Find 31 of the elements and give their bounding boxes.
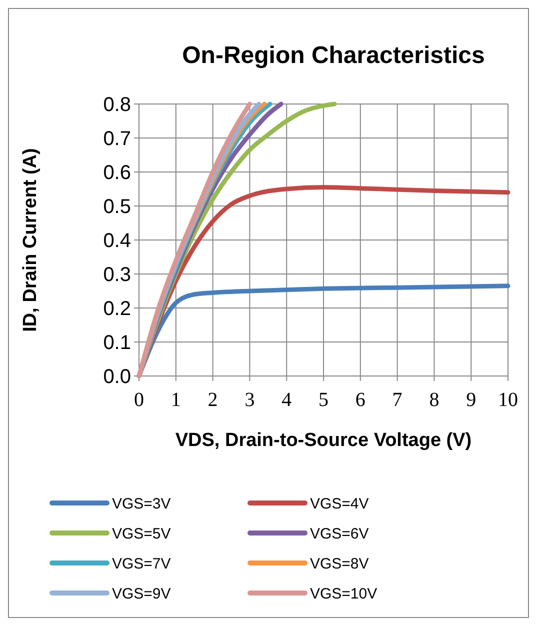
x-tick-label: 9 bbox=[466, 389, 476, 411]
x-tick-label: 8 bbox=[429, 389, 440, 411]
chart-title: On-Region Characteristics bbox=[182, 42, 485, 69]
y-tick-label: 0.5 bbox=[103, 196, 131, 218]
legend-label: VGS=8V bbox=[310, 555, 369, 572]
y-tick-label: 0.0 bbox=[103, 366, 131, 388]
x-tick-label: 5 bbox=[318, 389, 328, 411]
legend-label: VGS=9V bbox=[112, 585, 171, 602]
y-axis-title: ID, Drain Current (A) bbox=[20, 148, 41, 332]
y-tick-label: 0.6 bbox=[103, 162, 131, 184]
y-tick-label: 0.8 bbox=[103, 94, 131, 116]
x-tick-label: 0 bbox=[134, 389, 144, 411]
x-tick-label: 4 bbox=[282, 389, 292, 411]
y-tick-label: 0.7 bbox=[103, 128, 131, 150]
x-tick-label: 10 bbox=[498, 389, 518, 411]
y-tick-label: 0.1 bbox=[103, 332, 131, 354]
x-tick-label: 2 bbox=[208, 389, 218, 411]
x-tick-label: 1 bbox=[170, 389, 181, 411]
x-axis-title: VDS, Drain-to-Source Voltage (V) bbox=[175, 430, 472, 451]
x-tick-label: 7 bbox=[392, 389, 402, 411]
x-tick-label: 6 bbox=[355, 389, 366, 411]
legend-label: VGS=5V bbox=[112, 525, 171, 542]
legend-label: VGS=4V bbox=[310, 495, 369, 512]
y-tick-label: 0.3 bbox=[103, 264, 131, 286]
y-tick-label: 0.4 bbox=[103, 230, 131, 252]
y-tick-label: 0.2 bbox=[103, 298, 131, 320]
legend-label: VGS=10V bbox=[310, 585, 378, 602]
x-tick-label: 3 bbox=[244, 389, 255, 411]
legend-label: VGS=3V bbox=[112, 495, 171, 512]
legend-label: VGS=7V bbox=[112, 555, 171, 572]
legend-label: VGS=6V bbox=[310, 525, 369, 542]
